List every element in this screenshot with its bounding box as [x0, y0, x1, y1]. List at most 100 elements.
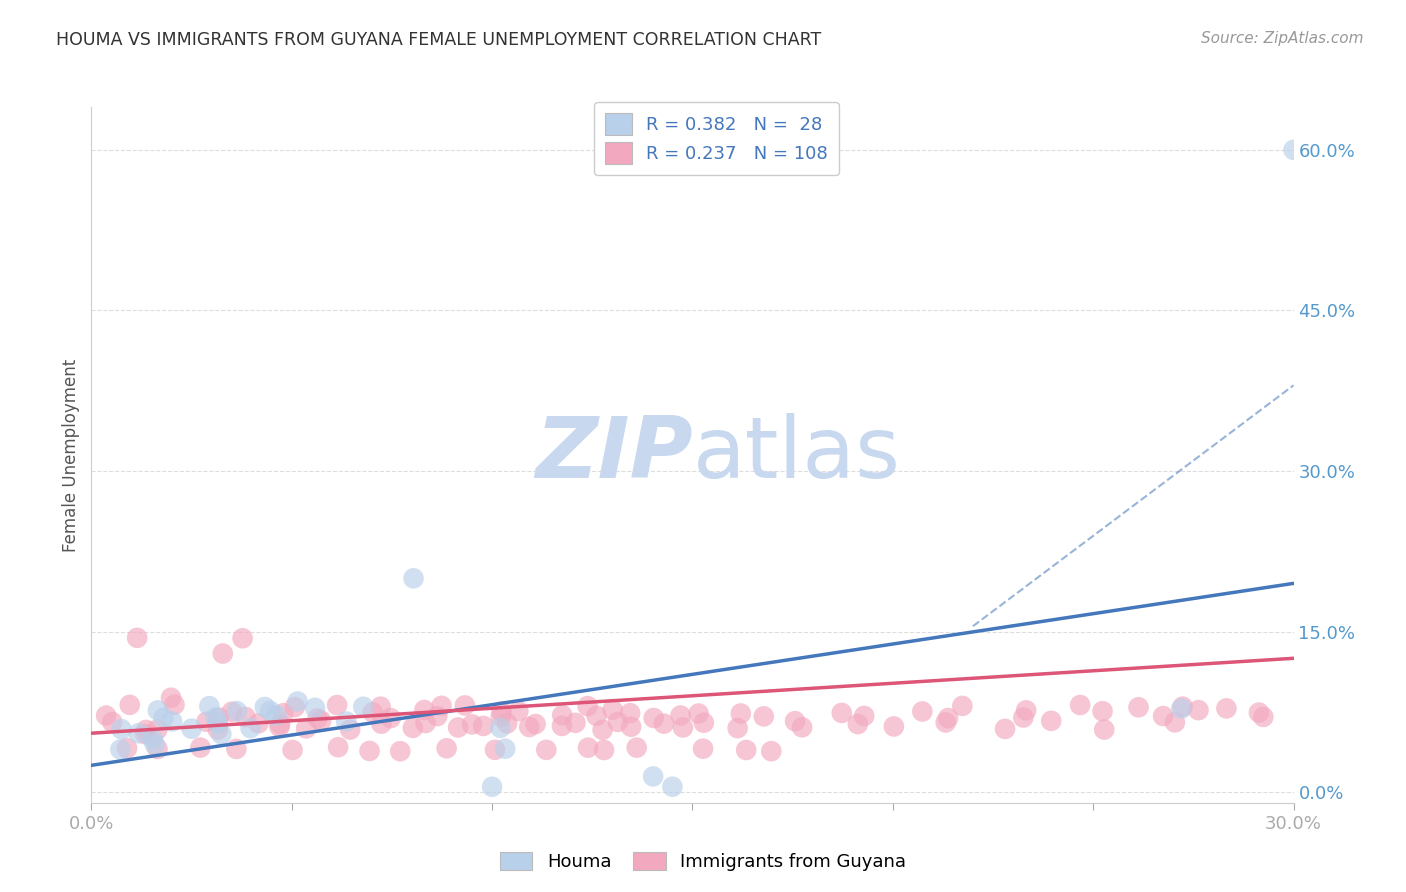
Point [146, 742, 169, 756]
Point [146, 723, 169, 737]
Point [295, 722, 318, 736]
Point [370, 716, 392, 731]
Point [783, 714, 806, 728]
Point [271, 706, 294, 721]
Point [281, 743, 304, 757]
Point [1069, 698, 1091, 712]
Point [491, 705, 513, 719]
Point [692, 741, 714, 756]
Point [626, 740, 648, 755]
Point [1128, 700, 1150, 714]
Point [1215, 701, 1237, 715]
Point [602, 703, 624, 717]
Point [211, 647, 233, 661]
Point [1171, 699, 1194, 714]
Point [110, 722, 132, 736]
Point [846, 717, 869, 731]
Text: atlas: atlas [692, 413, 900, 497]
Point [269, 716, 291, 731]
Point [232, 632, 254, 646]
Point [326, 698, 349, 712]
Point [489, 721, 512, 735]
Point [221, 705, 243, 719]
Point [1253, 710, 1275, 724]
Point [128, 726, 150, 740]
Point [447, 721, 470, 735]
Point [585, 708, 607, 723]
Point [253, 700, 276, 714]
Point [207, 716, 229, 731]
Point [935, 715, 957, 730]
Text: Source: ZipAtlas.com: Source: ZipAtlas.com [1201, 31, 1364, 46]
Point [225, 742, 247, 756]
Point [309, 714, 332, 728]
Point [266, 708, 288, 723]
Point [146, 703, 169, 717]
Point [727, 721, 749, 735]
Point [1187, 703, 1209, 717]
Point [1164, 715, 1187, 730]
Point [198, 699, 221, 714]
Point [207, 723, 229, 737]
Point [180, 722, 202, 736]
Point [304, 701, 326, 715]
Point [730, 706, 752, 721]
Point [883, 719, 905, 733]
Point [517, 720, 540, 734]
Point [472, 719, 495, 733]
Point [335, 714, 357, 729]
Point [380, 711, 402, 725]
Point [454, 698, 477, 713]
Point [195, 714, 218, 729]
Point [643, 711, 665, 725]
Point [436, 741, 458, 756]
Point [415, 716, 437, 731]
Point [101, 714, 124, 729]
Point [152, 711, 174, 725]
Point [489, 709, 512, 723]
Point [592, 723, 614, 737]
Point [672, 721, 695, 735]
Point [135, 723, 157, 737]
Point [352, 699, 374, 714]
Point [661, 780, 683, 794]
Legend: R = 0.382   N =  28, R = 0.237   N = 108: R = 0.382 N = 28, R = 0.237 N = 108 [593, 103, 839, 175]
Point [118, 698, 141, 712]
Point [831, 706, 853, 720]
Point [361, 706, 384, 720]
Point [339, 723, 361, 737]
Point [484, 743, 506, 757]
Point [370, 699, 392, 714]
Point [936, 711, 959, 725]
Point [66, 747, 89, 761]
Point [163, 698, 186, 712]
Text: ZIP: ZIP [534, 413, 692, 497]
Point [402, 721, 425, 735]
Point [287, 694, 309, 708]
Point [127, 631, 149, 645]
Point [430, 698, 453, 713]
Point [669, 708, 692, 723]
Point [620, 720, 643, 734]
Point [496, 716, 519, 731]
Point [752, 709, 775, 723]
Point [461, 717, 484, 731]
Point [652, 716, 675, 731]
Point [1092, 723, 1115, 737]
Point [389, 744, 412, 758]
Point [1170, 701, 1192, 715]
Point [693, 715, 716, 730]
Point [688, 706, 710, 721]
Point [239, 721, 262, 735]
Point [134, 727, 156, 741]
Point [643, 769, 665, 783]
Point [735, 743, 758, 757]
Point [94, 708, 117, 723]
Point [284, 700, 307, 714]
Point [790, 720, 813, 734]
Point [911, 705, 934, 719]
Point [209, 727, 232, 741]
Point [160, 714, 183, 729]
Point [606, 714, 628, 729]
Point [413, 703, 436, 717]
